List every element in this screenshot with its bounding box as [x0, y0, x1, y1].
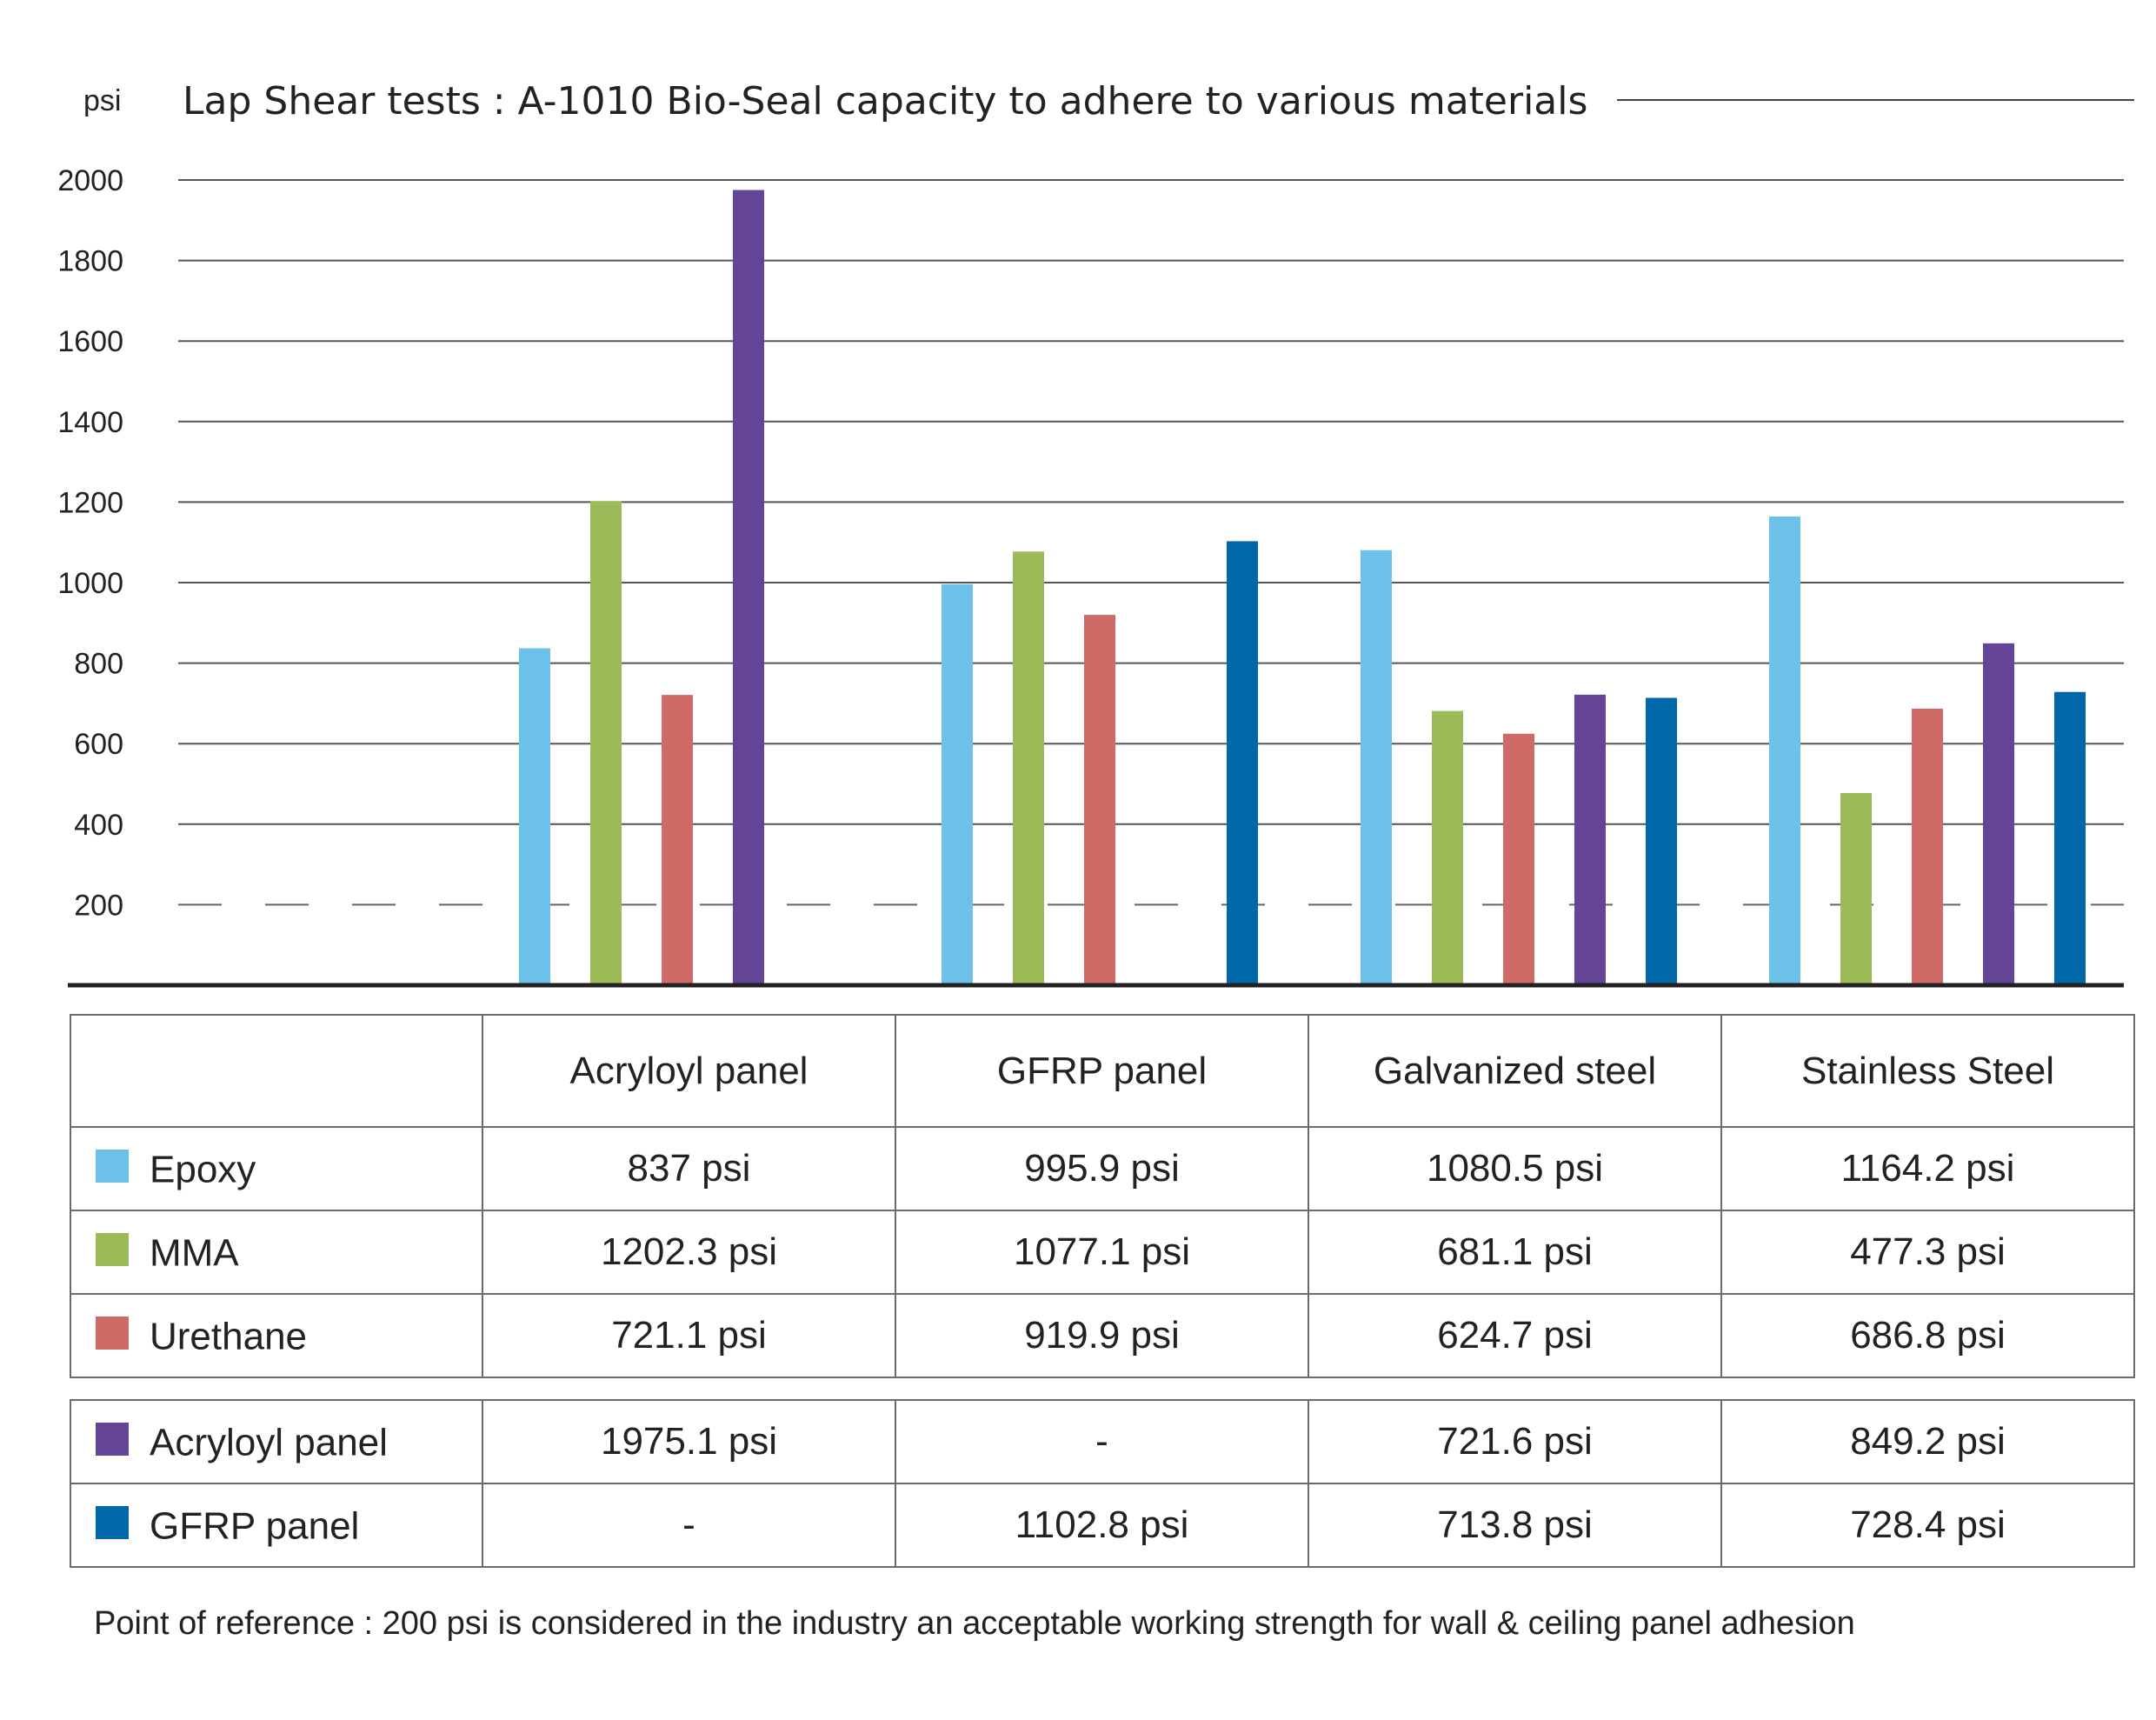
y-axis-unit-label: psi: [83, 84, 121, 117]
bar-epoxy-gfrp-panel: [942, 583, 973, 985]
table-cell: -: [482, 1483, 896, 1568]
table-cell: 728.4 psi: [1720, 1483, 2135, 1568]
bar-mma-stainless-steel: [1840, 793, 1872, 985]
table-cell: 1102.8 psi: [895, 1483, 1309, 1568]
table-cell: 1164.2 psi: [1720, 1126, 2135, 1211]
row-label-cell: MMA: [70, 1210, 483, 1295]
gfrp-panel-swatch: [96, 1506, 129, 1540]
bar-gfrp-panel-stainless-steel: [2054, 691, 2086, 985]
bar-mma-gfrp-panel: [1013, 551, 1044, 985]
header-gfrp-panel: GFRP panel: [895, 1014, 1309, 1128]
y-tick-label: 1200: [57, 486, 123, 519]
bar-urethane-galvanized-steel: [1503, 733, 1534, 985]
table-row-gfrp-panel: GFRP panel - 1102.8 psi 713.8 psi 728.4 …: [70, 1483, 2135, 1568]
bar-urethane-gfrp-panel: [1084, 615, 1115, 985]
table-cell: 477.3 psi: [1720, 1210, 2135, 1295]
table-row-acryloyl-panel: Acryloyl panel 1975.1 psi - 721.6 psi 84…: [70, 1399, 2135, 1484]
y-axis-ticks: 200 400 600 800 1000 1200 1400 1600 1800 2000: [57, 164, 123, 922]
y-tick-label: 1600: [57, 325, 123, 358]
bar-urethane-acryloyl-panel: [662, 695, 693, 985]
y-tick-label: 200: [74, 889, 123, 922]
table-cell: 837 psi: [482, 1126, 896, 1211]
table-cell: 721.1 psi: [482, 1293, 896, 1378]
results-table-panel-to-panel: Acryloyl panel 1975.1 psi - 721.6 psi 84…: [70, 1399, 2135, 1568]
y-tick-label: 2000: [57, 164, 123, 197]
y-tick-label: 1000: [57, 567, 123, 600]
header-galvanized-steel: Galvanized steel: [1308, 1014, 1722, 1128]
bars: [519, 190, 2086, 986]
table-cell: 1077.1 psi: [895, 1210, 1309, 1295]
table-row-epoxy: Epoxy 837 psi 995.9 psi 1080.5 psi 1164.…: [70, 1126, 2135, 1211]
header-stainless-steel: Stainless Steel: [1720, 1014, 2135, 1128]
table-cell: -: [895, 1399, 1309, 1484]
table-row-urethane: Urethane 721.1 psi 919.9 psi 624.7 psi 6…: [70, 1293, 2135, 1378]
mma-swatch: [96, 1233, 129, 1267]
table-cell: 995.9 psi: [895, 1126, 1309, 1211]
y-tick-label: 1800: [57, 245, 123, 278]
bar-epoxy-galvanized-steel: [1361, 550, 1392, 985]
row-label-cell: GFRP panel: [70, 1483, 483, 1568]
table-cell: 919.9 psi: [895, 1293, 1309, 1378]
table-cell: 721.6 psi: [1308, 1399, 1722, 1484]
bar-gfrp-panel-gfrp-panel: [1227, 541, 1258, 985]
table-cell: 1080.5 psi: [1308, 1126, 1722, 1211]
bar-urethane-stainless-steel: [1912, 709, 1943, 985]
table-cell: 849.2 psi: [1720, 1399, 2135, 1484]
y-tick-label: 800: [74, 648, 123, 681]
row-label: Acryloyl panel: [150, 1421, 388, 1464]
table-cell: 713.8 psi: [1308, 1483, 1722, 1568]
header-acryloyl-panel: Acryloyl panel: [482, 1014, 896, 1128]
footnote: Point of reference : 200 psi is consider…: [94, 1605, 1855, 1642]
row-label-cell: Acryloyl panel: [70, 1399, 483, 1484]
table-cell: 681.1 psi: [1308, 1210, 1722, 1295]
bar-mma-galvanized-steel: [1432, 710, 1463, 985]
chart-title: Lap Shear tests : A-1010 Bio-Seal capaci…: [183, 79, 1587, 123]
table-row-mma: MMA 1202.3 psi 1077.1 psi 681.1 psi 477.…: [70, 1210, 2135, 1295]
bar-acryloyl-panel-galvanized-steel: [1574, 694, 1606, 985]
row-label: MMA: [150, 1231, 239, 1275]
bar-epoxy-acryloyl-panel: [519, 648, 550, 985]
bar-acryloyl-panel-acryloyl-panel: [733, 190, 764, 986]
y-tick-label: 600: [74, 728, 123, 761]
row-label-cell: Urethane: [70, 1293, 483, 1378]
row-label: Urethane: [150, 1315, 308, 1358]
table-cell: 1202.3 psi: [482, 1210, 896, 1295]
table-cell: 624.7 psi: [1308, 1293, 1722, 1378]
gridlines: [178, 179, 2124, 825]
table-cell: 686.8 psi: [1720, 1293, 2135, 1378]
bar-gfrp-panel-galvanized-steel: [1646, 697, 1677, 985]
results-table-base-adhesives: Acryloyl panel GFRP panel Galvanized ste…: [70, 1014, 2135, 1378]
table-cell: 1975.1 psi: [482, 1399, 896, 1484]
bar-acryloyl-panel-stainless-steel: [1983, 643, 2014, 985]
urethane-swatch: [96, 1317, 129, 1350]
lap-shear-chart: 200 400 600 800 1000 1200 1400 1600 1800 2000 psi…: [57, 79, 2134, 988]
row-label: Epoxy: [150, 1148, 256, 1191]
epoxy-swatch: [96, 1150, 129, 1183]
row-label-cell: Epoxy: [70, 1126, 483, 1211]
acryloyl-panel-swatch: [96, 1423, 129, 1457]
table-header-row: Acryloyl panel GFRP panel Galvanized ste…: [70, 1014, 2135, 1128]
bar-epoxy-stainless-steel: [1769, 516, 1800, 985]
row-label: GFRP panel: [150, 1504, 360, 1548]
y-tick-label: 400: [74, 809, 123, 842]
bar-mma-acryloyl-panel: [590, 501, 622, 985]
y-tick-label: 1400: [57, 406, 123, 439]
header-cell-empty: [70, 1014, 483, 1128]
